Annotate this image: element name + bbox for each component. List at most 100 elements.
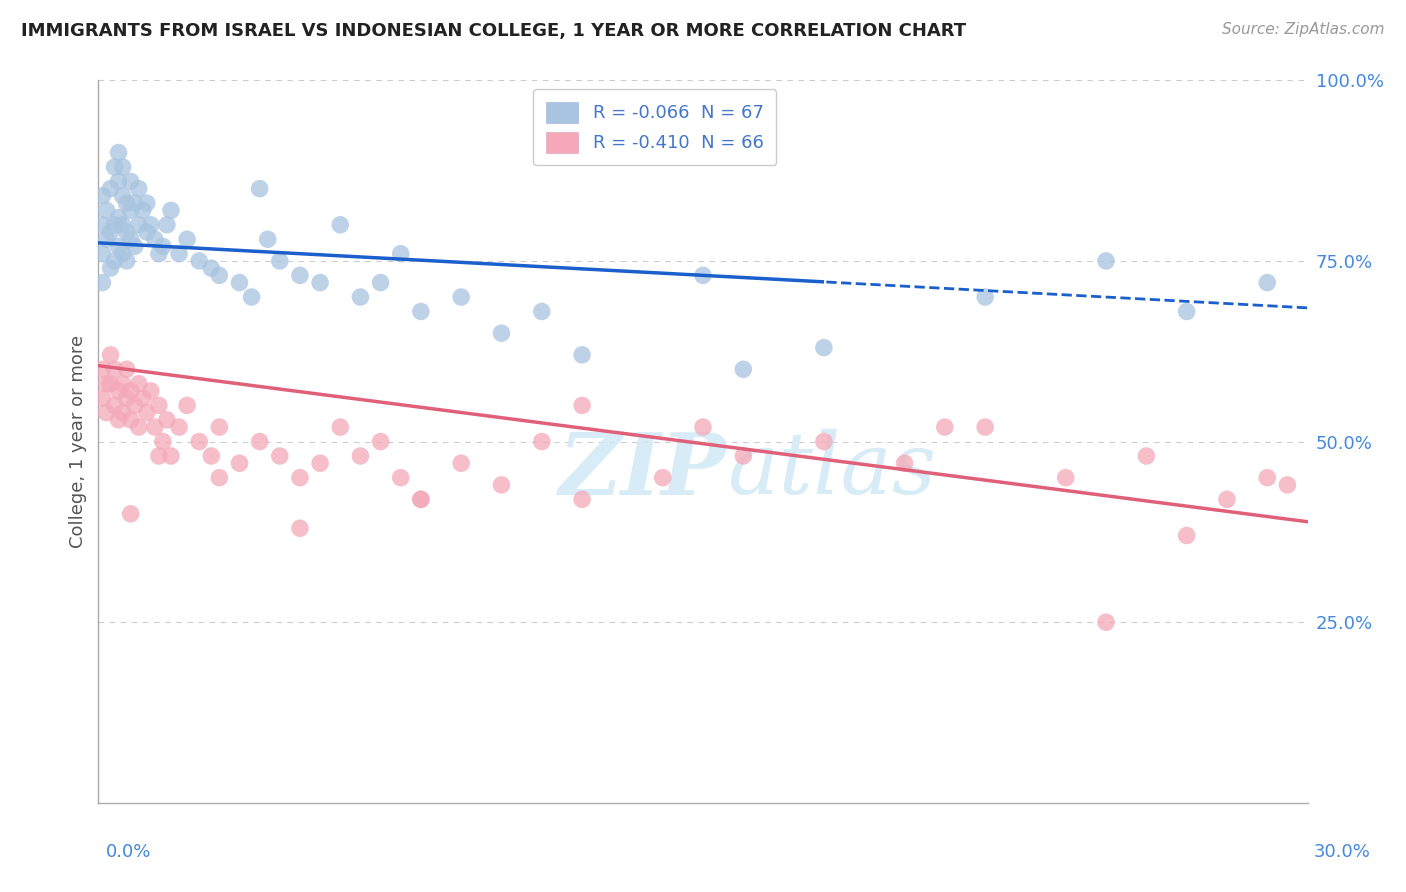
Point (91, 246, 114, 260)
Point (651, 470, 673, 484)
Point (256, 232, 278, 246)
Point (389, 470, 412, 484)
Point (1095, 615, 1118, 630)
Point (115, 362, 138, 376)
Point (389, 246, 412, 260)
Point (288, 470, 311, 484)
Point (349, 449, 371, 463)
Point (1256, 276, 1278, 290)
Point (100, 261, 122, 276)
Point (107, 145, 129, 160)
Point (107, 211, 129, 225)
Point (96, 232, 118, 246)
Point (349, 290, 371, 304)
Point (91, 362, 114, 376)
Point (167, 246, 190, 260)
Point (139, 218, 162, 232)
Point (269, 253, 291, 268)
Point (692, 268, 714, 283)
Point (893, 456, 915, 470)
Point (228, 456, 250, 470)
Point (200, 449, 222, 463)
Point (91, 218, 114, 232)
Point (120, 232, 142, 246)
Point (115, 196, 138, 211)
Point (103, 362, 125, 376)
Point (208, 470, 231, 484)
Point (370, 434, 392, 449)
Point (124, 196, 146, 211)
Point (115, 225, 138, 239)
Point (111, 376, 134, 391)
Point (813, 434, 835, 449)
Point (91, 189, 114, 203)
Point (160, 449, 183, 463)
Text: 0.0%: 0.0% (105, 843, 150, 861)
Point (409, 492, 432, 507)
Point (103, 218, 125, 232)
Point (91, 276, 114, 290)
Point (107, 239, 129, 253)
Point (450, 456, 472, 470)
Point (128, 420, 150, 434)
Point (107, 413, 129, 427)
Point (107, 174, 129, 188)
Point (1175, 304, 1198, 318)
Point (228, 276, 250, 290)
Point (135, 196, 157, 211)
Point (491, 326, 513, 340)
Point (309, 276, 332, 290)
Point (733, 362, 755, 376)
Point (409, 304, 432, 318)
Point (974, 420, 997, 434)
Point (208, 420, 231, 434)
Point (200, 261, 222, 276)
Point (100, 182, 122, 196)
Point (96, 406, 118, 420)
Point (103, 253, 125, 268)
Point (288, 268, 311, 283)
Point (188, 434, 211, 449)
Point (934, 420, 956, 434)
Point (249, 434, 271, 449)
Point (111, 246, 134, 260)
Point (96, 203, 118, 218)
Point (124, 239, 146, 253)
Text: Source: ZipAtlas.com: Source: ZipAtlas.com (1222, 22, 1385, 37)
Point (208, 268, 231, 283)
Point (1135, 449, 1157, 463)
Point (530, 304, 553, 318)
Point (813, 341, 835, 355)
Point (132, 391, 155, 405)
Point (1277, 478, 1299, 492)
Point (1256, 470, 1278, 484)
Point (128, 376, 150, 391)
Point (120, 384, 142, 398)
Point (135, 406, 157, 420)
Point (148, 398, 170, 412)
Point (120, 507, 142, 521)
Point (128, 182, 150, 196)
Point (309, 456, 332, 470)
Point (148, 246, 170, 260)
Point (1054, 470, 1077, 484)
Point (329, 218, 352, 232)
Point (240, 290, 263, 304)
Point (120, 413, 142, 427)
Y-axis label: College, 1 year or more: College, 1 year or more (69, 335, 87, 548)
Point (156, 218, 179, 232)
Point (115, 391, 138, 405)
Point (100, 376, 122, 391)
Legend: R = -0.066  N = 67, R = -0.410  N = 66: R = -0.066 N = 67, R = -0.410 N = 66 (533, 89, 776, 165)
Point (91, 391, 114, 405)
Point (152, 239, 174, 253)
Point (160, 203, 183, 218)
Point (120, 174, 142, 188)
Point (156, 413, 179, 427)
Point (1175, 528, 1198, 542)
Point (103, 160, 125, 174)
Point (692, 420, 714, 434)
Text: ZIP: ZIP (560, 429, 727, 512)
Point (115, 253, 138, 268)
Point (152, 434, 174, 449)
